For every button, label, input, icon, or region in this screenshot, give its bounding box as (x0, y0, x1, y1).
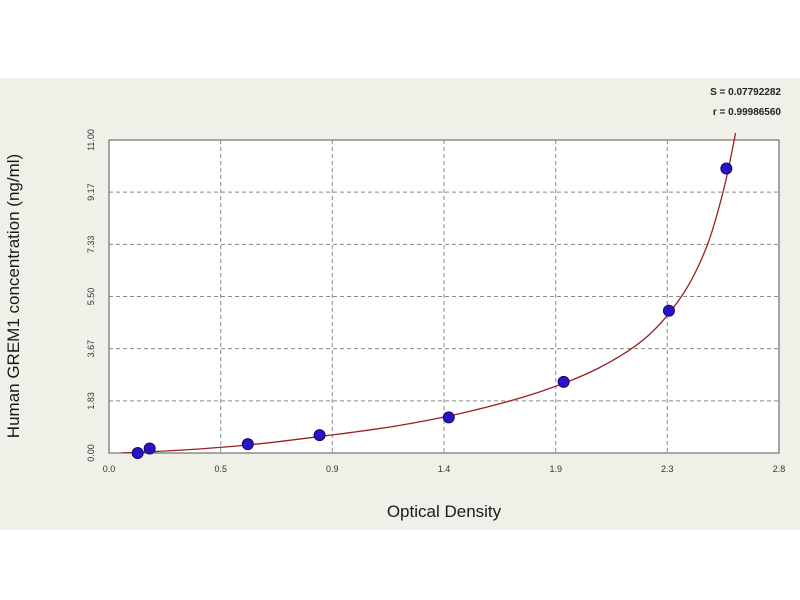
x-tick-label: 2.8 (773, 464, 786, 474)
y-tick-label: 1.83 (86, 392, 96, 410)
y-tick-label: 5.50 (86, 288, 96, 306)
s-statistic: S = 0.07792282 (710, 87, 781, 98)
standard-curve-chart: 0.0 0.5 0.9 1.4 1.9 2.3 2.8 0.00 1.83 3.67 5.50 7.… (4, 87, 786, 521)
data-point (143, 442, 156, 455)
data-point (557, 375, 570, 388)
x-tick-label: 0.0 (103, 464, 116, 474)
data-point (241, 438, 254, 451)
x-tick-label: 2.3 (661, 464, 674, 474)
y-tick-label: 3.67 (86, 340, 96, 358)
data-point (131, 447, 144, 459)
data-point (720, 162, 733, 175)
x-tick-label: 1.4 (438, 464, 451, 474)
x-tick-labels: 0.0 0.5 0.9 1.4 1.9 2.3 2.8 (103, 464, 786, 474)
data-point (662, 304, 675, 317)
data-point (313, 429, 326, 442)
data-points (131, 162, 733, 459)
x-tick-label: 1.9 (549, 464, 562, 474)
chart-container: 0.0 0.5 0.9 1.4 1.9 2.3 2.8 0.00 1.83 3.67 5.50 7.… (0, 78, 800, 530)
x-tick-label: 0.5 (214, 464, 227, 474)
y-tick-labels: 0.00 1.83 3.67 5.50 7.33 9.17 11.00 (86, 129, 96, 462)
x-tick-label: 0.9 (326, 464, 339, 474)
y-tick-label: 7.33 (86, 236, 96, 254)
x-axis-title: Optical Density (387, 502, 502, 521)
r-statistic: r = 0.99986560 (713, 107, 782, 118)
data-point (442, 411, 455, 424)
grid-lines (109, 140, 779, 453)
y-tick-label: 9.17 (86, 183, 96, 201)
y-tick-label: 0.00 (86, 444, 96, 462)
y-tick-label: 11.00 (86, 129, 96, 151)
y-axis-title: Human GREM1 concentration (ng/ml) (4, 154, 23, 438)
